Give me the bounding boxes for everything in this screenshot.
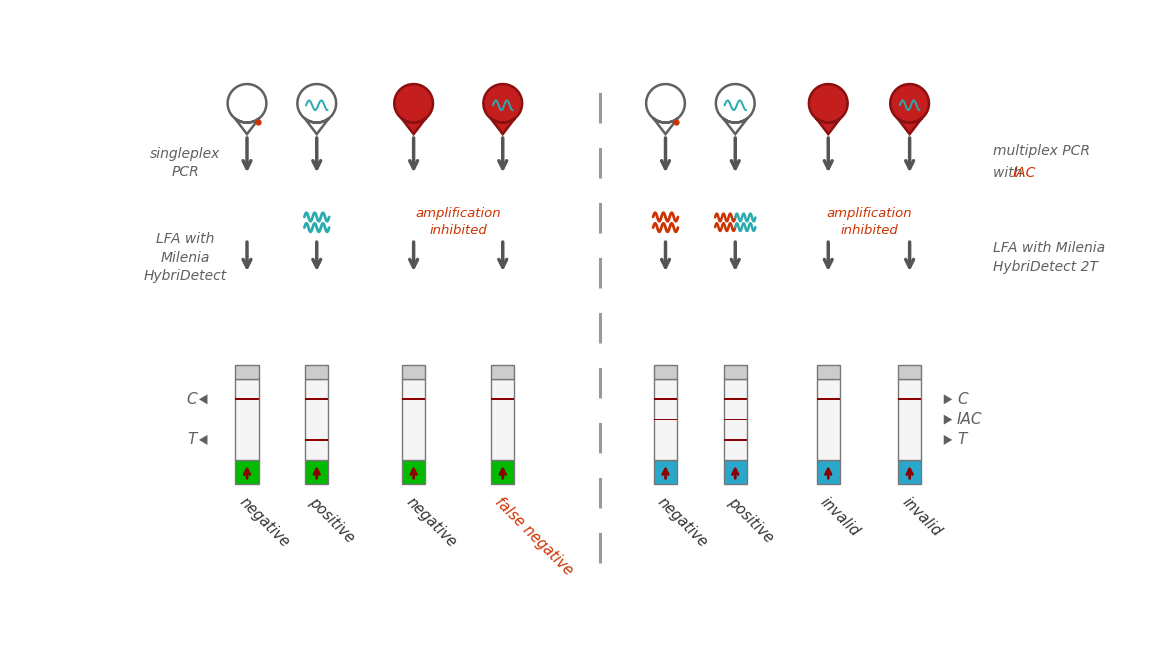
Bar: [305, 460, 329, 484]
Bar: [305, 365, 329, 379]
Bar: [723, 460, 746, 484]
Polygon shape: [199, 394, 207, 404]
Text: negative: negative: [655, 494, 710, 550]
Bar: [817, 379, 840, 460]
Text: positive: positive: [724, 494, 776, 545]
Text: LFA with
Milenia
HybriDetect: LFA with Milenia HybriDetect: [144, 233, 227, 283]
Bar: [305, 379, 329, 460]
Bar: [654, 460, 677, 484]
Bar: [899, 399, 921, 400]
Polygon shape: [394, 84, 433, 134]
Bar: [305, 399, 329, 400]
Bar: [491, 379, 515, 460]
Polygon shape: [890, 84, 929, 134]
Bar: [899, 365, 921, 379]
Bar: [402, 399, 425, 400]
Text: LFA with Milenia
HybriDetect 2T: LFA with Milenia HybriDetect 2T: [992, 242, 1104, 274]
Text: amplification
inhibited: amplification inhibited: [415, 207, 501, 237]
Polygon shape: [944, 394, 952, 404]
Text: IAC: IAC: [957, 412, 983, 427]
Bar: [402, 365, 425, 379]
Bar: [491, 399, 515, 400]
Bar: [235, 460, 259, 484]
Text: invalid: invalid: [818, 494, 862, 539]
Polygon shape: [297, 84, 336, 134]
Bar: [235, 399, 259, 400]
Bar: [723, 419, 746, 421]
Bar: [235, 365, 259, 379]
Text: C: C: [186, 392, 197, 407]
Text: negative: negative: [236, 494, 292, 550]
Polygon shape: [808, 84, 847, 134]
Text: T: T: [187, 432, 197, 448]
Bar: [723, 399, 746, 400]
Bar: [235, 379, 259, 460]
Text: singleplex
PCR: singleplex PCR: [150, 147, 220, 179]
Bar: [723, 365, 746, 379]
Text: negative: negative: [402, 494, 459, 550]
Bar: [654, 379, 677, 460]
Polygon shape: [228, 84, 267, 134]
Polygon shape: [646, 84, 684, 134]
Bar: [899, 460, 921, 484]
Text: IAC: IAC: [1013, 166, 1037, 180]
Bar: [305, 439, 329, 441]
Bar: [723, 439, 746, 441]
Bar: [491, 365, 515, 379]
Text: multiplex PCR: multiplex PCR: [992, 145, 1089, 158]
Polygon shape: [199, 435, 207, 445]
Bar: [402, 379, 425, 460]
Bar: [491, 460, 515, 484]
Text: T: T: [957, 432, 966, 448]
Text: with: with: [992, 166, 1026, 180]
Polygon shape: [944, 415, 952, 424]
Polygon shape: [716, 84, 755, 134]
Bar: [817, 399, 840, 400]
Bar: [402, 460, 425, 484]
Bar: [817, 365, 840, 379]
Text: invalid: invalid: [899, 494, 944, 539]
Bar: [654, 419, 677, 421]
Bar: [723, 379, 746, 460]
Polygon shape: [483, 84, 522, 134]
Text: positive: positive: [307, 494, 357, 545]
Text: C: C: [957, 392, 968, 407]
Bar: [817, 460, 840, 484]
Polygon shape: [944, 435, 952, 445]
Bar: [654, 365, 677, 379]
Text: amplification
inhibited: amplification inhibited: [826, 207, 911, 237]
Bar: [654, 399, 677, 400]
Bar: [899, 379, 921, 460]
Text: false negative: false negative: [493, 494, 576, 578]
